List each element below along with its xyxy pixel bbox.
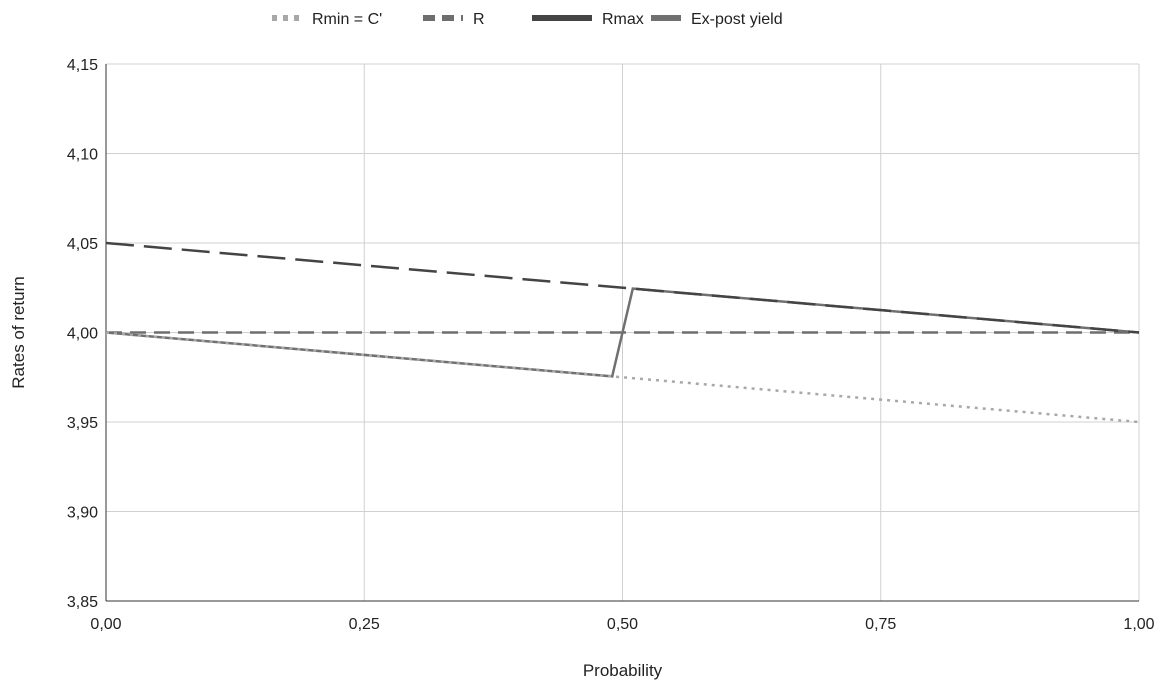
legend-label: Rmax — [602, 11, 644, 28]
x-tick-label: 0,75 — [865, 616, 896, 633]
x-tick-label: 1,00 — [1123, 616, 1154, 633]
legend-label: Ex-post yield — [691, 11, 783, 28]
y-tick-label: 4,00 — [67, 326, 98, 343]
legend-label: R — [473, 11, 485, 28]
y-tick-labels: 4,15 4,10 4,05 4,00 3,95 3,90 3,85 — [67, 57, 98, 611]
y-tick-label: 3,95 — [67, 415, 98, 432]
y-axis-title: Rates of return — [9, 276, 28, 388]
x-axis-title: Probability — [583, 661, 663, 680]
y-tick-label: 3,85 — [67, 594, 98, 611]
legend-item-r: R — [423, 11, 485, 28]
legend-item-ex-post-yield: Ex-post yield — [651, 11, 783, 28]
legend: Rmin = C' R Rmax Ex-post yield — [272, 11, 783, 28]
series-line-rmin-c — [105, 331, 1140, 424]
legend-item-rmax: Rmax — [532, 11, 644, 28]
legend-label: Rmin = C' — [312, 11, 382, 28]
x-tick-label: 0,00 — [90, 616, 121, 633]
y-tick-label: 4,10 — [67, 147, 98, 164]
y-tick-label: 3,90 — [67, 505, 98, 522]
series-line-rmax — [105, 241, 1140, 334]
series-layer — [105, 241, 1140, 424]
x-tick-label: 0,50 — [607, 616, 638, 633]
y-tick-label: 4,05 — [67, 236, 98, 253]
y-tick-label: 4,15 — [67, 57, 98, 74]
legend-item-rmin-c: Rmin = C' — [272, 11, 382, 28]
x-tick-label: 0,25 — [349, 616, 380, 633]
x-tick-labels: 0,00 0,25 0,50 0,75 1,00 — [90, 616, 1154, 633]
